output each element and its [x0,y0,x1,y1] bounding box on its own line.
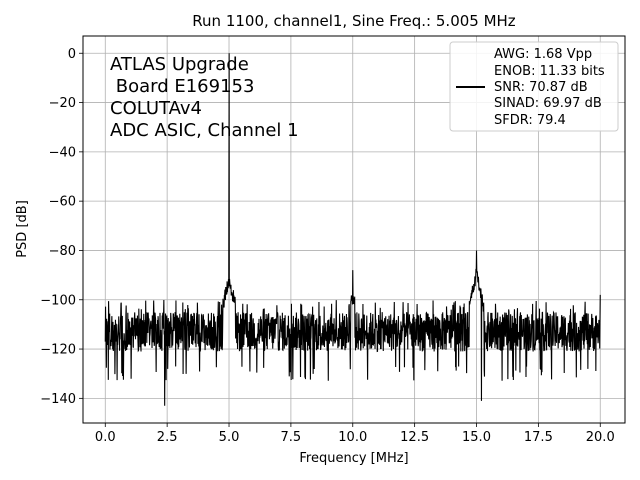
x-tick-label: 0.0 [95,430,116,445]
plot-frame [82,35,626,424]
y-tick-label: −140 [40,392,76,407]
x-tick-label: 7.5 [281,430,302,445]
annotation-line-4: ADC ASIC, Channel 1 [110,120,299,141]
y-tick-label: −20 [49,96,76,111]
axis-ticks: 0.0 2.5 5.0 7.5 10.0 12.5 15.0 17.5 20.0 0 −20 −40 −… [40,47,614,445]
y-tick-label: −80 [49,244,76,259]
x-tick-label: 17.5 [524,430,553,445]
y-axis-label: PSD [dB] [15,200,30,258]
annotation-line-2: Board E169153 [110,76,254,97]
x-tick-label: 15.0 [462,430,491,445]
y-tick-label: −100 [40,293,76,308]
y-tick-label: −120 [40,343,76,358]
legend-entry-awg: AWG: 1.68 Vpp [494,47,592,62]
y-tick-label: −60 [49,195,76,210]
y-tick-label: 0 [68,47,76,62]
legend-entry-sinad: SINAD: 69.97 dB [494,96,602,111]
legend-entry-enob: ENOB: 11.33 bits [494,64,605,79]
x-tick-label: 12.5 [400,430,429,445]
x-tick-label: 5.0 [219,430,240,445]
legend-entry-snr: SNR: 70.87 dB [494,80,588,95]
annotation-line-1: ATLAS Upgrade [110,54,249,75]
legend-entry-sfdr: SFDR: 79.4 [494,113,566,128]
psd-trace [104,53,601,406]
board-annotation: ATLAS Upgrade Board E169153 COLUTAv4 ADC… [110,54,299,141]
annotation-line-3: COLUTAv4 [110,98,202,119]
x-tick-label: 20.0 [586,430,615,445]
legend-box [449,41,619,132]
legend: AWG: 1.68 Vpp ENOB: 11.33 bits SNR: 70.8… [449,41,619,132]
x-tick-label: 2.5 [157,430,178,445]
x-axis-label: Frequency [MHz] [299,451,408,466]
chart-title: Run 1100, channel1, Sine Freq.: 5.005 MH… [192,12,516,30]
x-tick-label: 10.0 [338,430,367,445]
y-tick-label: −40 [49,145,76,160]
psd-series-line [104,53,601,406]
